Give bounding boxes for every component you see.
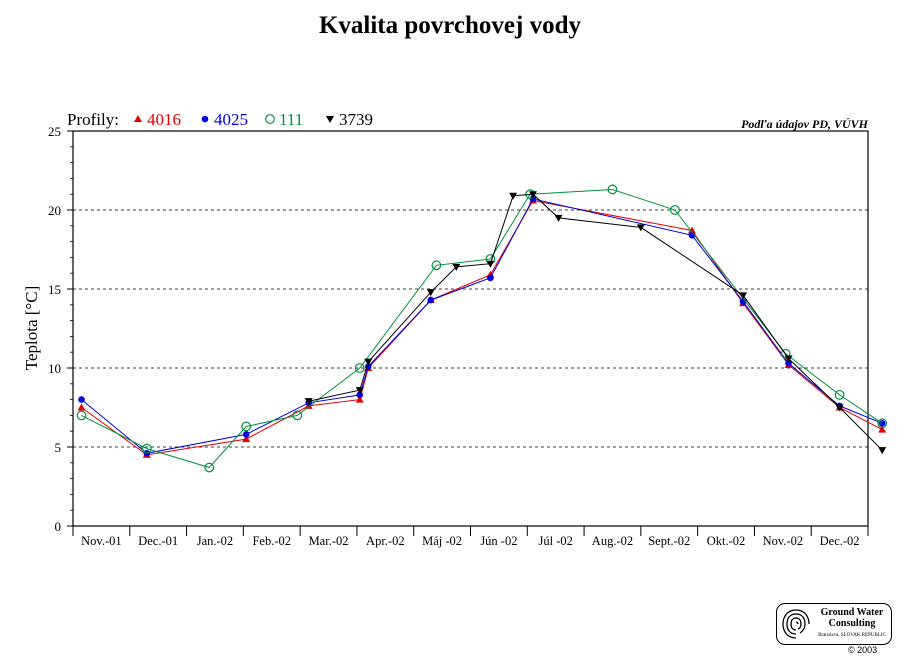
- data-point-3739: [878, 447, 887, 455]
- copyright-text: © 2003: [848, 645, 878, 655]
- legend-marker-111: [265, 114, 275, 124]
- data-point-4025: [529, 195, 537, 203]
- data-point-4025: [785, 359, 792, 367]
- legend: Profily: 4016 4025 111 3739: [67, 110, 373, 129]
- x-tick-label: Jan.-02: [197, 534, 233, 548]
- data-point-4016: [242, 435, 251, 443]
- legend-label-3739: 3739: [339, 110, 373, 129]
- logo-text-line2: Consulting: [828, 618, 876, 629]
- data-point-4025: [487, 274, 494, 282]
- data-point-111: [780, 348, 791, 359]
- data-point-4025: [427, 296, 435, 304]
- y-axis-label: Teplota [°C]: [22, 286, 41, 370]
- legend-prefix: Profily:: [67, 110, 119, 129]
- data-point-111: [76, 410, 87, 421]
- series-layer: [76, 184, 888, 473]
- x-tick-label: Nov.-01: [81, 534, 122, 548]
- data-point-3739: [486, 260, 495, 268]
- x-tick-label: Mar.-02: [309, 534, 349, 548]
- data-point-3739: [528, 191, 537, 199]
- series-3739: [304, 191, 887, 455]
- x-tick-label: Máj -02: [422, 534, 462, 548]
- data-point-3739: [452, 263, 461, 271]
- data-point-111: [607, 184, 618, 195]
- data-point-3739: [739, 292, 748, 300]
- data-point-3739: [636, 224, 645, 232]
- legend-label-4016: 4016: [147, 110, 181, 129]
- data-point-111: [431, 260, 442, 271]
- data-point-111: [354, 363, 365, 373]
- data-point-111: [292, 410, 303, 421]
- data-point-3739: [364, 358, 373, 366]
- chart-title: Kvalita povrchovej vody: [318, 12, 582, 39]
- x-tick-label: Jún -02: [480, 534, 517, 548]
- data-point-3739: [304, 398, 313, 406]
- x-tick-label: Dec.-02: [820, 534, 860, 548]
- fingerprint-logo-icon: [782, 609, 810, 639]
- data-point-3739: [835, 404, 844, 412]
- y-tick-label: 0: [55, 519, 62, 534]
- data-point-4016: [355, 395, 364, 403]
- x-tick-label: Aug.-02: [592, 534, 633, 548]
- x-tick-label: Sept.-02: [648, 534, 690, 548]
- legend-label-4025: 4025: [214, 110, 248, 129]
- y-tick-label: 15: [48, 282, 61, 297]
- x-tick-label: Nov.-02: [763, 534, 804, 548]
- logo-text-line1: Ground Water: [820, 607, 884, 618]
- x-tick-label: Júl -02: [538, 534, 572, 548]
- data-point-3739: [509, 192, 518, 200]
- data-point-3739: [784, 355, 793, 363]
- y-tick-label: 10: [48, 361, 61, 376]
- data-point-111: [834, 389, 845, 400]
- series-line-4025: [81, 198, 883, 454]
- series-111: [76, 184, 888, 473]
- source-note: Podľa údajov PD, VÚVH: [741, 117, 869, 131]
- data-point-111: [877, 418, 888, 429]
- data-point-111: [204, 462, 215, 473]
- gridlines: [73, 209, 868, 448]
- axes: 0 5 10 15 20 25 Nov.-01 Dec.-01 Jan.-02 Feb.-02 Ma…: [48, 124, 869, 548]
- data-point-4025: [242, 431, 250, 438]
- series-line-111: [81, 188, 883, 469]
- data-point-4016: [687, 226, 696, 234]
- data-point-3739: [426, 289, 435, 297]
- data-point-4016: [77, 403, 86, 411]
- data-point-111: [241, 421, 252, 432]
- data-point-3739: [355, 387, 364, 395]
- logo-text-line3: Bratislava, SLOVAK REPUBLIC: [818, 633, 886, 638]
- data-point-4025: [78, 396, 85, 403]
- legend-label-111: 111: [279, 110, 303, 129]
- x-tick-label: Okt.-02: [707, 534, 746, 548]
- y-tick-label: 25: [48, 124, 61, 139]
- data-point-111: [670, 205, 680, 215]
- x-tick-label: Dec.-01: [138, 534, 178, 548]
- x-tick-label: Apr.-02: [366, 534, 405, 548]
- ground-water-consulting-logo: Ground Water Consulting Bratislava, SLOV…: [776, 603, 892, 645]
- data-point-4016: [878, 425, 887, 433]
- legend-marker-4016: [134, 115, 142, 122]
- series-line-3739: [308, 193, 883, 451]
- y-tick-label: 5: [55, 440, 62, 455]
- data-point-3739: [554, 214, 563, 222]
- data-point-4025: [356, 391, 364, 399]
- data-point-111: [141, 443, 152, 454]
- x-tick-label: Feb.-02: [252, 534, 291, 548]
- legend-marker-4025: [201, 115, 209, 123]
- y-tick-label: 20: [48, 203, 61, 218]
- plot-frame: [72, 130, 869, 527]
- legend-marker-3739: [326, 116, 334, 123]
